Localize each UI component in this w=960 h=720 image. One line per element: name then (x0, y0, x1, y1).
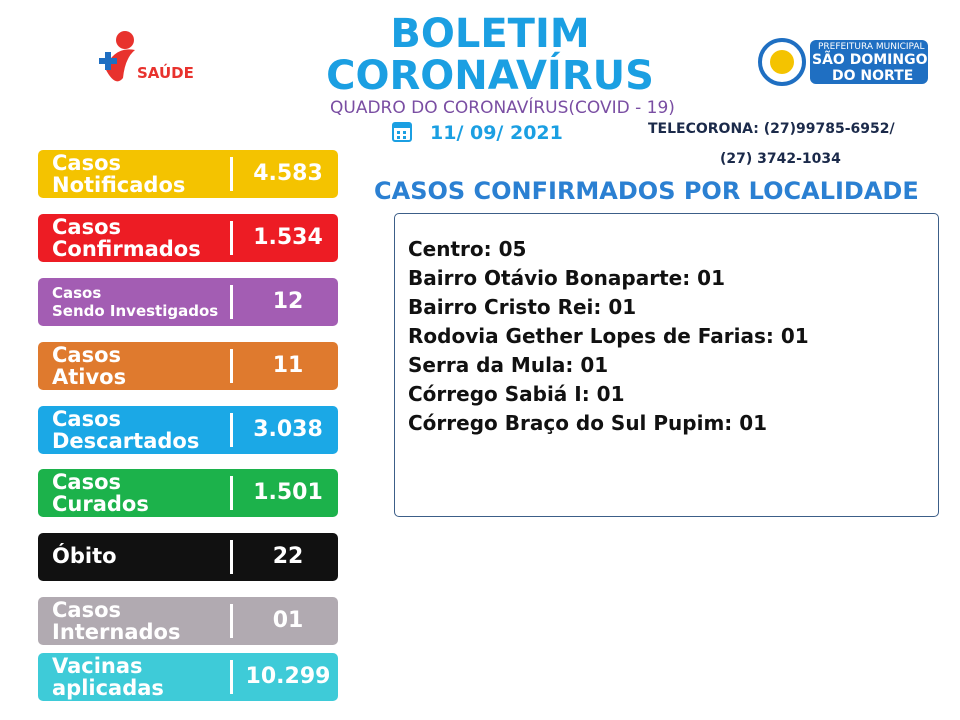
localidade-item: Serra da Mula: 01 (408, 353, 609, 377)
stat-label-line: Casos (52, 407, 122, 431)
stat-label-line: Vacinas (52, 654, 143, 678)
stat-label-line: Sendo Investigados (52, 302, 219, 320)
divider (230, 413, 233, 447)
stat-value: 4.583 (253, 161, 323, 186)
stat-label: Casos Descartados (52, 408, 199, 452)
title: BOLETIM (390, 11, 590, 57)
divider (230, 157, 233, 191)
divider (230, 660, 233, 694)
localidade-item: Bairro Cristo Rei: 01 (408, 295, 637, 319)
stat-label-line: Casos (52, 151, 122, 175)
stat-card: Casos Notificados 4.583 (38, 150, 338, 198)
stat-label-line: Internados (52, 620, 181, 644)
stat-card: Casos Sendo Investigados 12 (38, 278, 338, 326)
date: 11/ 09/ 2021 (430, 122, 563, 144)
stat-label-line: Óbito (52, 544, 117, 568)
stat-label: Casos Notificados (52, 152, 185, 196)
stat-label: Casos Curados (52, 471, 149, 515)
divider (230, 476, 233, 510)
stat-card: Casos Descartados 3.038 (38, 406, 338, 454)
stat-label-line: aplicadas (52, 676, 164, 700)
stat-label-line: Casos (52, 343, 122, 367)
telecorona: TELECORONA: (27)99785-6952/ (648, 121, 895, 137)
stat-value: 12 (272, 289, 304, 314)
stat-label: Casos Internados (52, 599, 180, 643)
prefeitura-logo: PREFEITURA MUNICIPAL SÃO DOMINGOS DO NOR… (758, 38, 938, 86)
calendar-icon (392, 122, 412, 142)
stat-label-line: Ativos (52, 365, 127, 389)
stat-label-line: Casos (52, 470, 122, 494)
stat-value: 1.501 (253, 480, 323, 505)
localidade-box (394, 213, 939, 517)
saude-text: SAÚDE (137, 64, 194, 82)
stat-label-line: Casos (52, 598, 122, 622)
saude-logo: SAÚDE (95, 28, 195, 92)
stat-card: Casos Internados 01 (38, 597, 338, 645)
telecorona: (27) 3742-1034 (720, 151, 841, 167)
prefeitura-text: PREFEITURA MUNICIPAL (818, 42, 925, 52)
stat-value: 22 (272, 544, 304, 569)
localidade-item: Centro: 05 (408, 237, 527, 261)
divider (230, 285, 233, 319)
stat-card: Vacinas aplicadas 10.299 (38, 653, 338, 701)
stat-label: Óbito (52, 545, 117, 567)
stat-value: 1.534 (253, 225, 323, 250)
stat-value: 3.038 (253, 417, 323, 442)
localidade-item: Bairro Otávio Bonaparte: 01 (408, 266, 725, 290)
localidade-heading: CASOS CONFIRMADOS POR LOCALIDADE (374, 177, 919, 205)
prefeitura-emblem (758, 38, 806, 86)
stat-label-line: Confirmados (52, 237, 201, 261)
stat-label: Casos Confirmados (52, 216, 201, 260)
stat-label-line: Descartados (52, 429, 200, 453)
stat-label-line: Casos (52, 284, 102, 302)
stat-card: Casos Ativos 11 (38, 342, 338, 390)
divider (230, 540, 233, 574)
localidade-item: Córrego Braço do Sul Pupim: 01 (408, 411, 768, 435)
divider (230, 604, 233, 638)
stat-label-line: Curados (52, 492, 149, 516)
stat-label: Casos Ativos (52, 344, 126, 388)
stat-label: Casos Sendo Investigados (52, 284, 218, 320)
stat-card: Casos Confirmados 1.534 (38, 214, 338, 262)
stat-label-line: Casos (52, 215, 122, 239)
stat-card: Casos Curados 1.501 (38, 469, 338, 517)
prefeitura-text: SÃO DOMINGOS (812, 52, 938, 68)
stat-value: 11 (272, 353, 304, 378)
title: CORONAVÍRUS (326, 53, 654, 99)
stat-label: Vacinas aplicadas (52, 655, 164, 699)
stat-label-line: Notificados (52, 173, 186, 197)
localidade-item: Rodovia Gether Lopes de Farias: 01 (408, 324, 809, 348)
subtitle: QUADRO DO CORONAVÍRUS(COVID - 19) (330, 98, 675, 118)
stat-card: Óbito 22 (38, 533, 338, 581)
divider (230, 349, 233, 383)
stat-value: 10.299 (245, 664, 331, 689)
prefeitura-text: DO NORTE (832, 68, 914, 84)
stat-value: 01 (272, 608, 304, 633)
prefeitura-bg (810, 40, 928, 84)
localidade-item: Córrego Sabiá I: 01 (408, 382, 625, 406)
saude-icon (99, 31, 135, 82)
divider (230, 221, 233, 255)
